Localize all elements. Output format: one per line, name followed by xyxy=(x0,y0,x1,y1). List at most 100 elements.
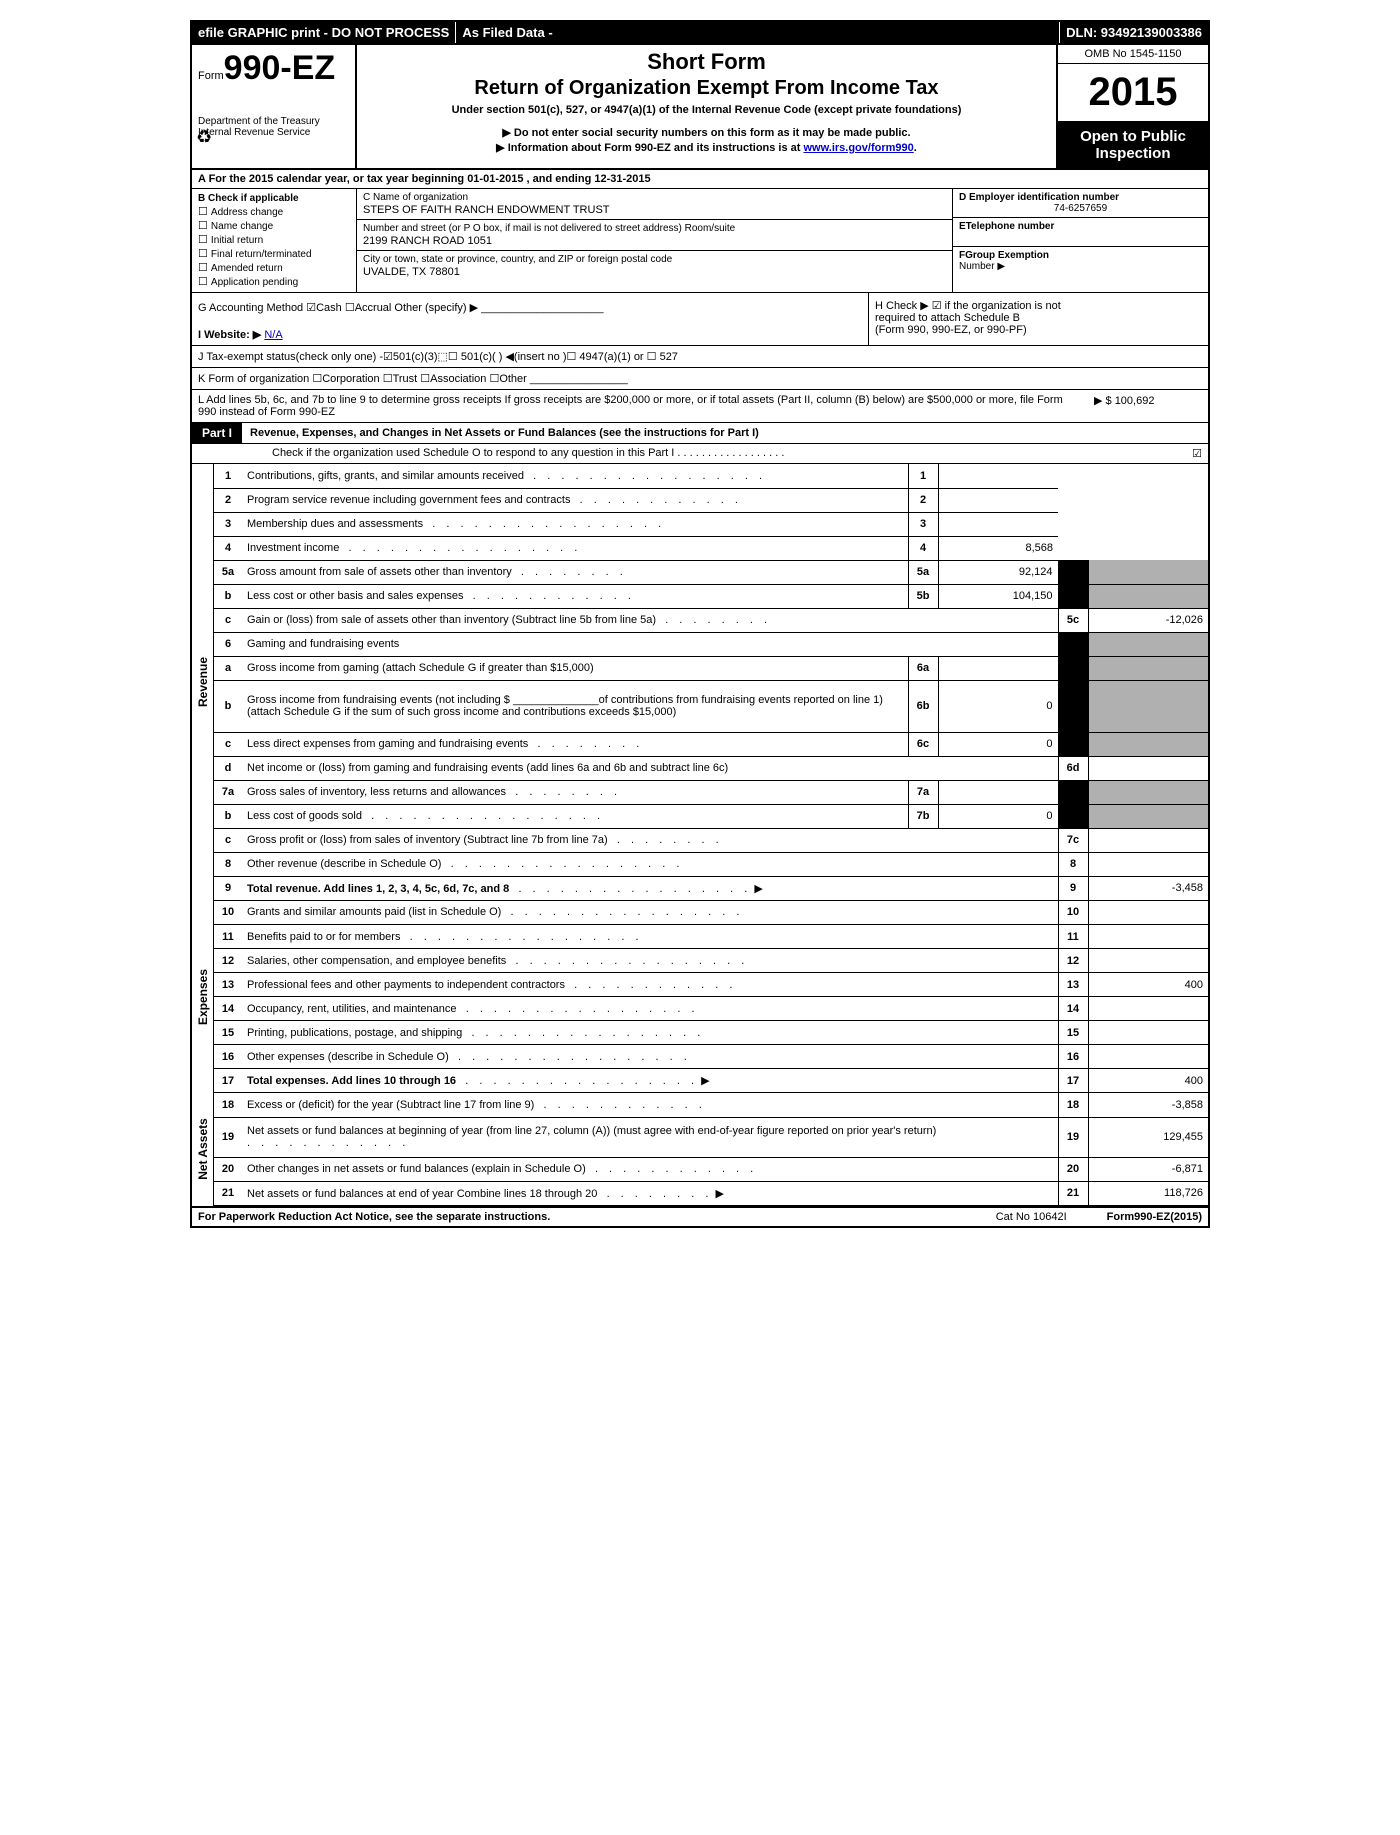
info-post: . xyxy=(914,142,917,154)
info-link[interactable]: www.irs.gov/form990 xyxy=(804,142,914,154)
row-gh: G Accounting Method ☑Cash ☐Accrual Other… xyxy=(192,293,1208,346)
footer-paperwork: For Paperwork Reduction Act Notice, see … xyxy=(198,1211,956,1223)
dept-treasury: Department of the Treasury xyxy=(198,116,349,127)
part1-tag: Part I xyxy=(192,423,242,443)
row-g: G Accounting Method ☑Cash ☐Accrual Other… xyxy=(192,293,868,345)
line-6: 6Gaming and fundraising events xyxy=(214,632,1208,656)
topbar-efile: efile GRAPHIC print - DO NOT PROCESS xyxy=(192,22,456,43)
chk-final[interactable]: Final return/terminated xyxy=(198,247,350,260)
l10-desc: Grants and similar amounts paid (list in… xyxy=(247,906,501,918)
part1-sub-check[interactable]: ☑ xyxy=(1162,447,1202,460)
part1-sub-text: Check if the organization used Schedule … xyxy=(272,447,1162,460)
c-name: C Name of organization STEPS OF FAITH RA… xyxy=(357,189,952,220)
side-netassets-label: Net Assets xyxy=(196,1118,210,1180)
row-a-taxyear: A For the 2015 calendar year, or tax yea… xyxy=(192,170,1208,189)
c-city-label: City or town, state or province, country… xyxy=(363,254,946,265)
chk-app-pending[interactable]: Application pending xyxy=(198,275,350,288)
line-5a: 5aGross amount from sale of assets other… xyxy=(214,560,1208,584)
i-website-link[interactable]: N/A xyxy=(264,329,282,341)
part1-title: Revenue, Expenses, and Changes in Net As… xyxy=(242,424,767,442)
f-label2: Number ▶ xyxy=(959,261,1202,272)
line-16: 16Other expenses (describe in Schedule O… xyxy=(214,1045,1208,1069)
col-c: C Name of organization STEPS OF FAITH RA… xyxy=(357,189,953,292)
footer: For Paperwork Reduction Act Notice, see … xyxy=(192,1208,1208,1226)
f-group: FGroup Exemption Number ▶ xyxy=(953,247,1208,275)
l6d-desc: Net income or (loss) from gaming and fun… xyxy=(247,762,728,774)
revenue-block: Revenue 1Contributions, gifts, grants, a… xyxy=(192,464,1208,901)
section-bcde: B Check if applicable Address change Nam… xyxy=(192,189,1208,293)
part1-header: Part I Revenue, Expenses, and Changes in… xyxy=(192,423,1208,444)
open-2: Inspection xyxy=(1062,145,1204,162)
d-ein: D Employer identification number 74-6257… xyxy=(953,189,1208,218)
c-city-val: UVALDE, TX 78801 xyxy=(363,266,946,278)
l3-desc: Membership dues and assessments xyxy=(247,518,423,530)
chk-amended[interactable]: Amended return xyxy=(198,261,350,274)
l14-desc: Occupancy, rent, utilities, and maintena… xyxy=(247,1003,457,1015)
line-7c: cGross profit or (loss) from sales of in… xyxy=(214,828,1208,852)
l4-desc: Investment income xyxy=(247,542,339,554)
line-7a: 7aGross sales of inventory, less returns… xyxy=(214,780,1208,804)
l7a-desc: Gross sales of inventory, less returns a… xyxy=(247,786,506,798)
line-1: 1Contributions, gifts, grants, and simil… xyxy=(214,464,1208,488)
footer-form: Form990-EZ(2015) xyxy=(1107,1211,1202,1223)
donot-ssn: ▶ Do not enter social security numbers o… xyxy=(365,126,1048,139)
col-b-title: B Check if applicable xyxy=(198,193,350,204)
l7b-desc: Less cost of goods sold xyxy=(247,810,362,822)
d-ein-val: 74-6257659 xyxy=(959,203,1202,214)
line-5b: bLess cost or other basis and sales expe… xyxy=(214,584,1208,608)
line-11: 11Benefits paid to or for members . . . … xyxy=(214,925,1208,949)
line-18: 18Excess or (deficit) for the year (Subt… xyxy=(214,1093,1208,1117)
row-l-val: ▶ $ 100,692 xyxy=(1088,390,1208,422)
e-phone: ETelephone number xyxy=(953,218,1208,247)
topbar-dln: DLN: 93492139003386 xyxy=(1060,22,1208,43)
info-pre: ▶ Information about Form 990-EZ and its … xyxy=(496,142,803,154)
row-h: H Check ▶ ☑ if the organization is not r… xyxy=(868,293,1208,345)
tax-year: 2015 xyxy=(1058,64,1208,122)
chk-initial[interactable]: Initial return xyxy=(198,233,350,246)
f-label1: FGroup Exemption xyxy=(959,250,1202,261)
l12-desc: Salaries, other compensation, and employ… xyxy=(247,955,506,967)
form-num-big: 990-EZ xyxy=(224,49,336,87)
row-l-text: L Add lines 5b, 6c, and 7b to line 9 to … xyxy=(192,390,1088,422)
expenses-block: Expenses 10Grants and similar amounts pa… xyxy=(192,901,1208,1094)
l5b-desc: Less cost or other basis and sales expen… xyxy=(247,590,463,602)
line-20: 20Other changes in net assets or fund ba… xyxy=(214,1157,1208,1181)
header-left: Form990-EZ ♻ Department of the Treasury … xyxy=(192,45,357,168)
line-17: 17Total expenses. Add lines 10 through 1… xyxy=(214,1069,1208,1093)
side-revenue: Revenue xyxy=(192,464,214,901)
h-l3: (Form 990, 990-EZ, or 990-PF) xyxy=(875,324,1202,336)
l11-desc: Benefits paid to or for members xyxy=(247,931,400,943)
l13-desc: Professional fees and other payments to … xyxy=(247,979,565,991)
l8-desc: Other revenue (describe in Schedule O) xyxy=(247,858,441,870)
open-1: Open to Public xyxy=(1062,128,1204,145)
l20-desc: Other changes in net assets or fund bala… xyxy=(247,1163,586,1175)
c-city: City or town, state or province, country… xyxy=(357,251,952,281)
h-l2: required to attach Schedule B xyxy=(875,312,1202,324)
side-revenue-label: Revenue xyxy=(196,657,210,707)
l6c-desc: Less direct expenses from gaming and fun… xyxy=(247,738,528,750)
c-name-val: STEPS OF FAITH RANCH ENDOWMENT TRUST xyxy=(363,204,946,216)
g-accounting: G Accounting Method ☑Cash ☐Accrual Other… xyxy=(198,301,862,314)
line-8: 8Other revenue (describe in Schedule O) … xyxy=(214,852,1208,876)
line-9: 9Total revenue. Add lines 1, 2, 3, 4, 5c… xyxy=(214,876,1208,900)
side-netassets: Net Assets xyxy=(192,1093,214,1206)
expenses-table: 10Grants and similar amounts paid (list … xyxy=(214,901,1208,1094)
line-3: 3Membership dues and assessments . . . .… xyxy=(214,512,1208,536)
line-6a: aGross income from gaming (attach Schedu… xyxy=(214,656,1208,680)
topbar-asfiled: As Filed Data - xyxy=(456,22,1060,43)
title-return: Return of Organization Exempt From Incom… xyxy=(365,77,1048,100)
line-5c: cGain or (loss) from sale of assets othe… xyxy=(214,608,1208,632)
l6a-desc: Gross income from gaming (attach Schedul… xyxy=(247,662,594,674)
l6b-desc: Gross income from fundraising events (no… xyxy=(247,694,883,718)
recycle-icon: ♻ xyxy=(196,127,212,148)
form-prefix: Form xyxy=(198,70,224,82)
line-12: 12Salaries, other compensation, and empl… xyxy=(214,949,1208,973)
l17-desc: Total expenses. Add lines 10 through 16 xyxy=(247,1075,456,1087)
chk-name[interactable]: Name change xyxy=(198,219,350,232)
l19-desc: Net assets or fund balances at beginning… xyxy=(247,1125,936,1137)
l5c-desc: Gain or (loss) from sale of assets other… xyxy=(247,614,656,626)
line-14: 14Occupancy, rent, utilities, and mainte… xyxy=(214,997,1208,1021)
line-4: 4Investment income . . . . . . . . . . .… xyxy=(214,536,1208,560)
chk-address[interactable]: Address change xyxy=(198,205,350,218)
i-label: I Website: ▶ xyxy=(198,329,264,341)
